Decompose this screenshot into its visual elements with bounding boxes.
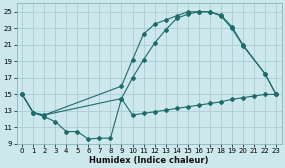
X-axis label: Humidex (Indice chaleur): Humidex (Indice chaleur) bbox=[89, 156, 209, 164]
